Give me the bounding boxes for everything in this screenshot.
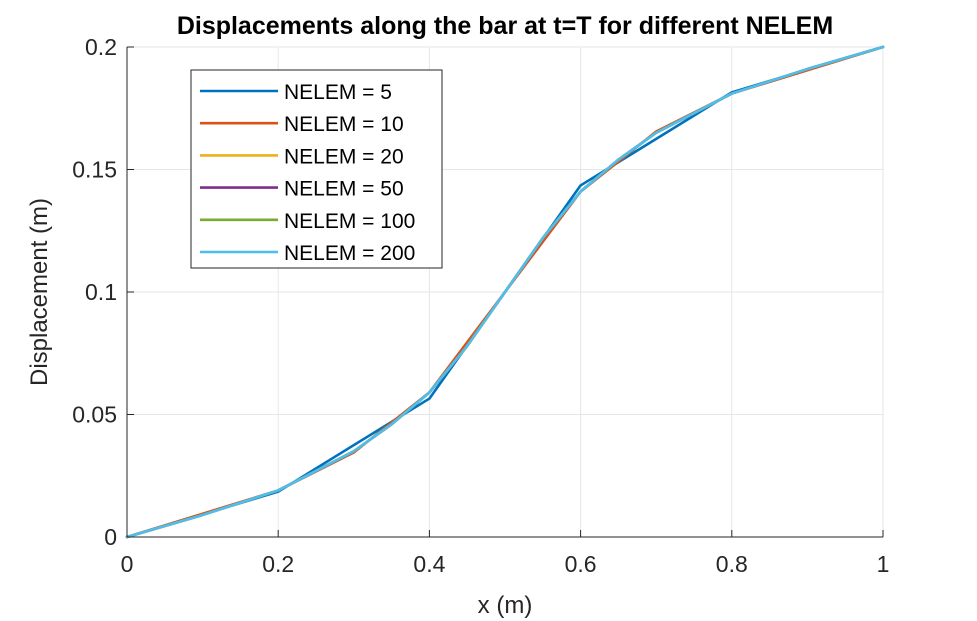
y-tick-labels: 0 0.05 0.1 0.15 0.2 — [72, 34, 117, 550]
legend: NELEM = 5 NELEM = 10 NELEM = 20 NELEM = 50 N… — [190, 69, 443, 269]
x-tick-label: 0.2 — [262, 551, 294, 577]
y-axis-label: Displacement (m) — [26, 198, 53, 386]
x-tick-label: 0.6 — [565, 551, 597, 577]
x-tick-label: 1 — [877, 551, 890, 577]
legend-label: NELEM = 5 — [284, 81, 392, 104]
legend-label: NELEM = 50 — [284, 178, 404, 201]
x-tick-labels: 0 0.2 0.4 0.6 0.8 1 — [121, 551, 890, 577]
y-tick-label: 0.05 — [72, 402, 117, 428]
legend-label: NELEM = 10 — [284, 113, 404, 136]
x-tick-label: 0.4 — [413, 551, 445, 577]
y-tick-label: 0 — [104, 524, 117, 550]
legend-label: NELEM = 200 — [284, 242, 415, 265]
series-layer — [125, 45, 885, 539]
y-tick-label: 0.1 — [85, 279, 117, 305]
series-line-6 — [125, 45, 885, 539]
x-axis-label: x (m) — [478, 592, 533, 619]
legend-label: NELEM = 100 — [284, 210, 415, 233]
x-tick-label: 0.8 — [716, 551, 748, 577]
legend-label: NELEM = 20 — [284, 145, 404, 168]
legend-box — [190, 69, 443, 269]
y-tick-label: 0.15 — [72, 157, 117, 183]
axes — [126, 46, 884, 538]
chart-title: Displacements along the bar at t=T for d… — [177, 12, 833, 40]
y-tick-label: 0.2 — [85, 34, 117, 60]
x-tick-label: 0 — [121, 551, 134, 577]
